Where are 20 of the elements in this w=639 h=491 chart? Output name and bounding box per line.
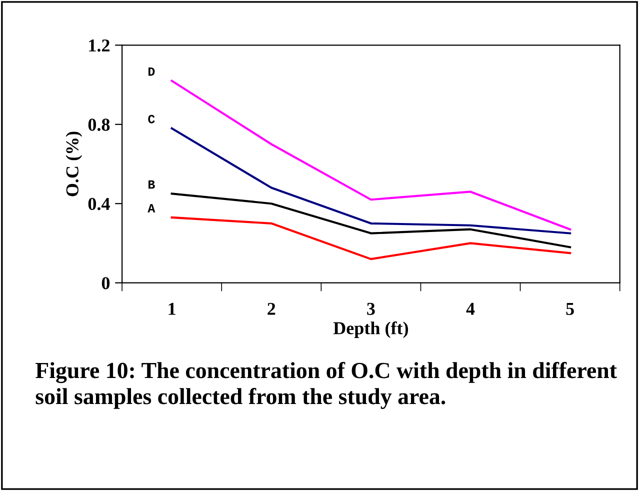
caption: Figure 10: The concentration of O.C with depth in different soil samples collected from the study area. — [36, 362, 617, 409]
y-tick-label: 0 — [102, 277, 110, 290]
x-tick-label: 2 — [268, 302, 276, 315]
series-label: B — [148, 180, 155, 189]
line-series — [170, 192, 572, 248]
y-tick-label: 0.8 — [88, 118, 110, 131]
x-tick-label: 4 — [466, 302, 475, 315]
series-label: C — [148, 114, 155, 124]
y-tick-label: 1.2 — [89, 39, 110, 52]
line-series — [170, 80, 572, 230]
y-tick-label: 0.4 — [88, 198, 110, 210]
x-axis-title: Depth (ft) — [333, 321, 408, 338]
x-tick-label: 3 — [367, 302, 375, 315]
x-tick-label: 1 — [168, 302, 176, 315]
series-label: D — [148, 67, 155, 76]
y-axis-title: O.C (%) — [66, 132, 82, 196]
line-series — [170, 127, 572, 234]
line-series — [170, 216, 572, 260]
series-label: A — [148, 204, 156, 212]
x-tick-label: 5 — [566, 302, 574, 315]
